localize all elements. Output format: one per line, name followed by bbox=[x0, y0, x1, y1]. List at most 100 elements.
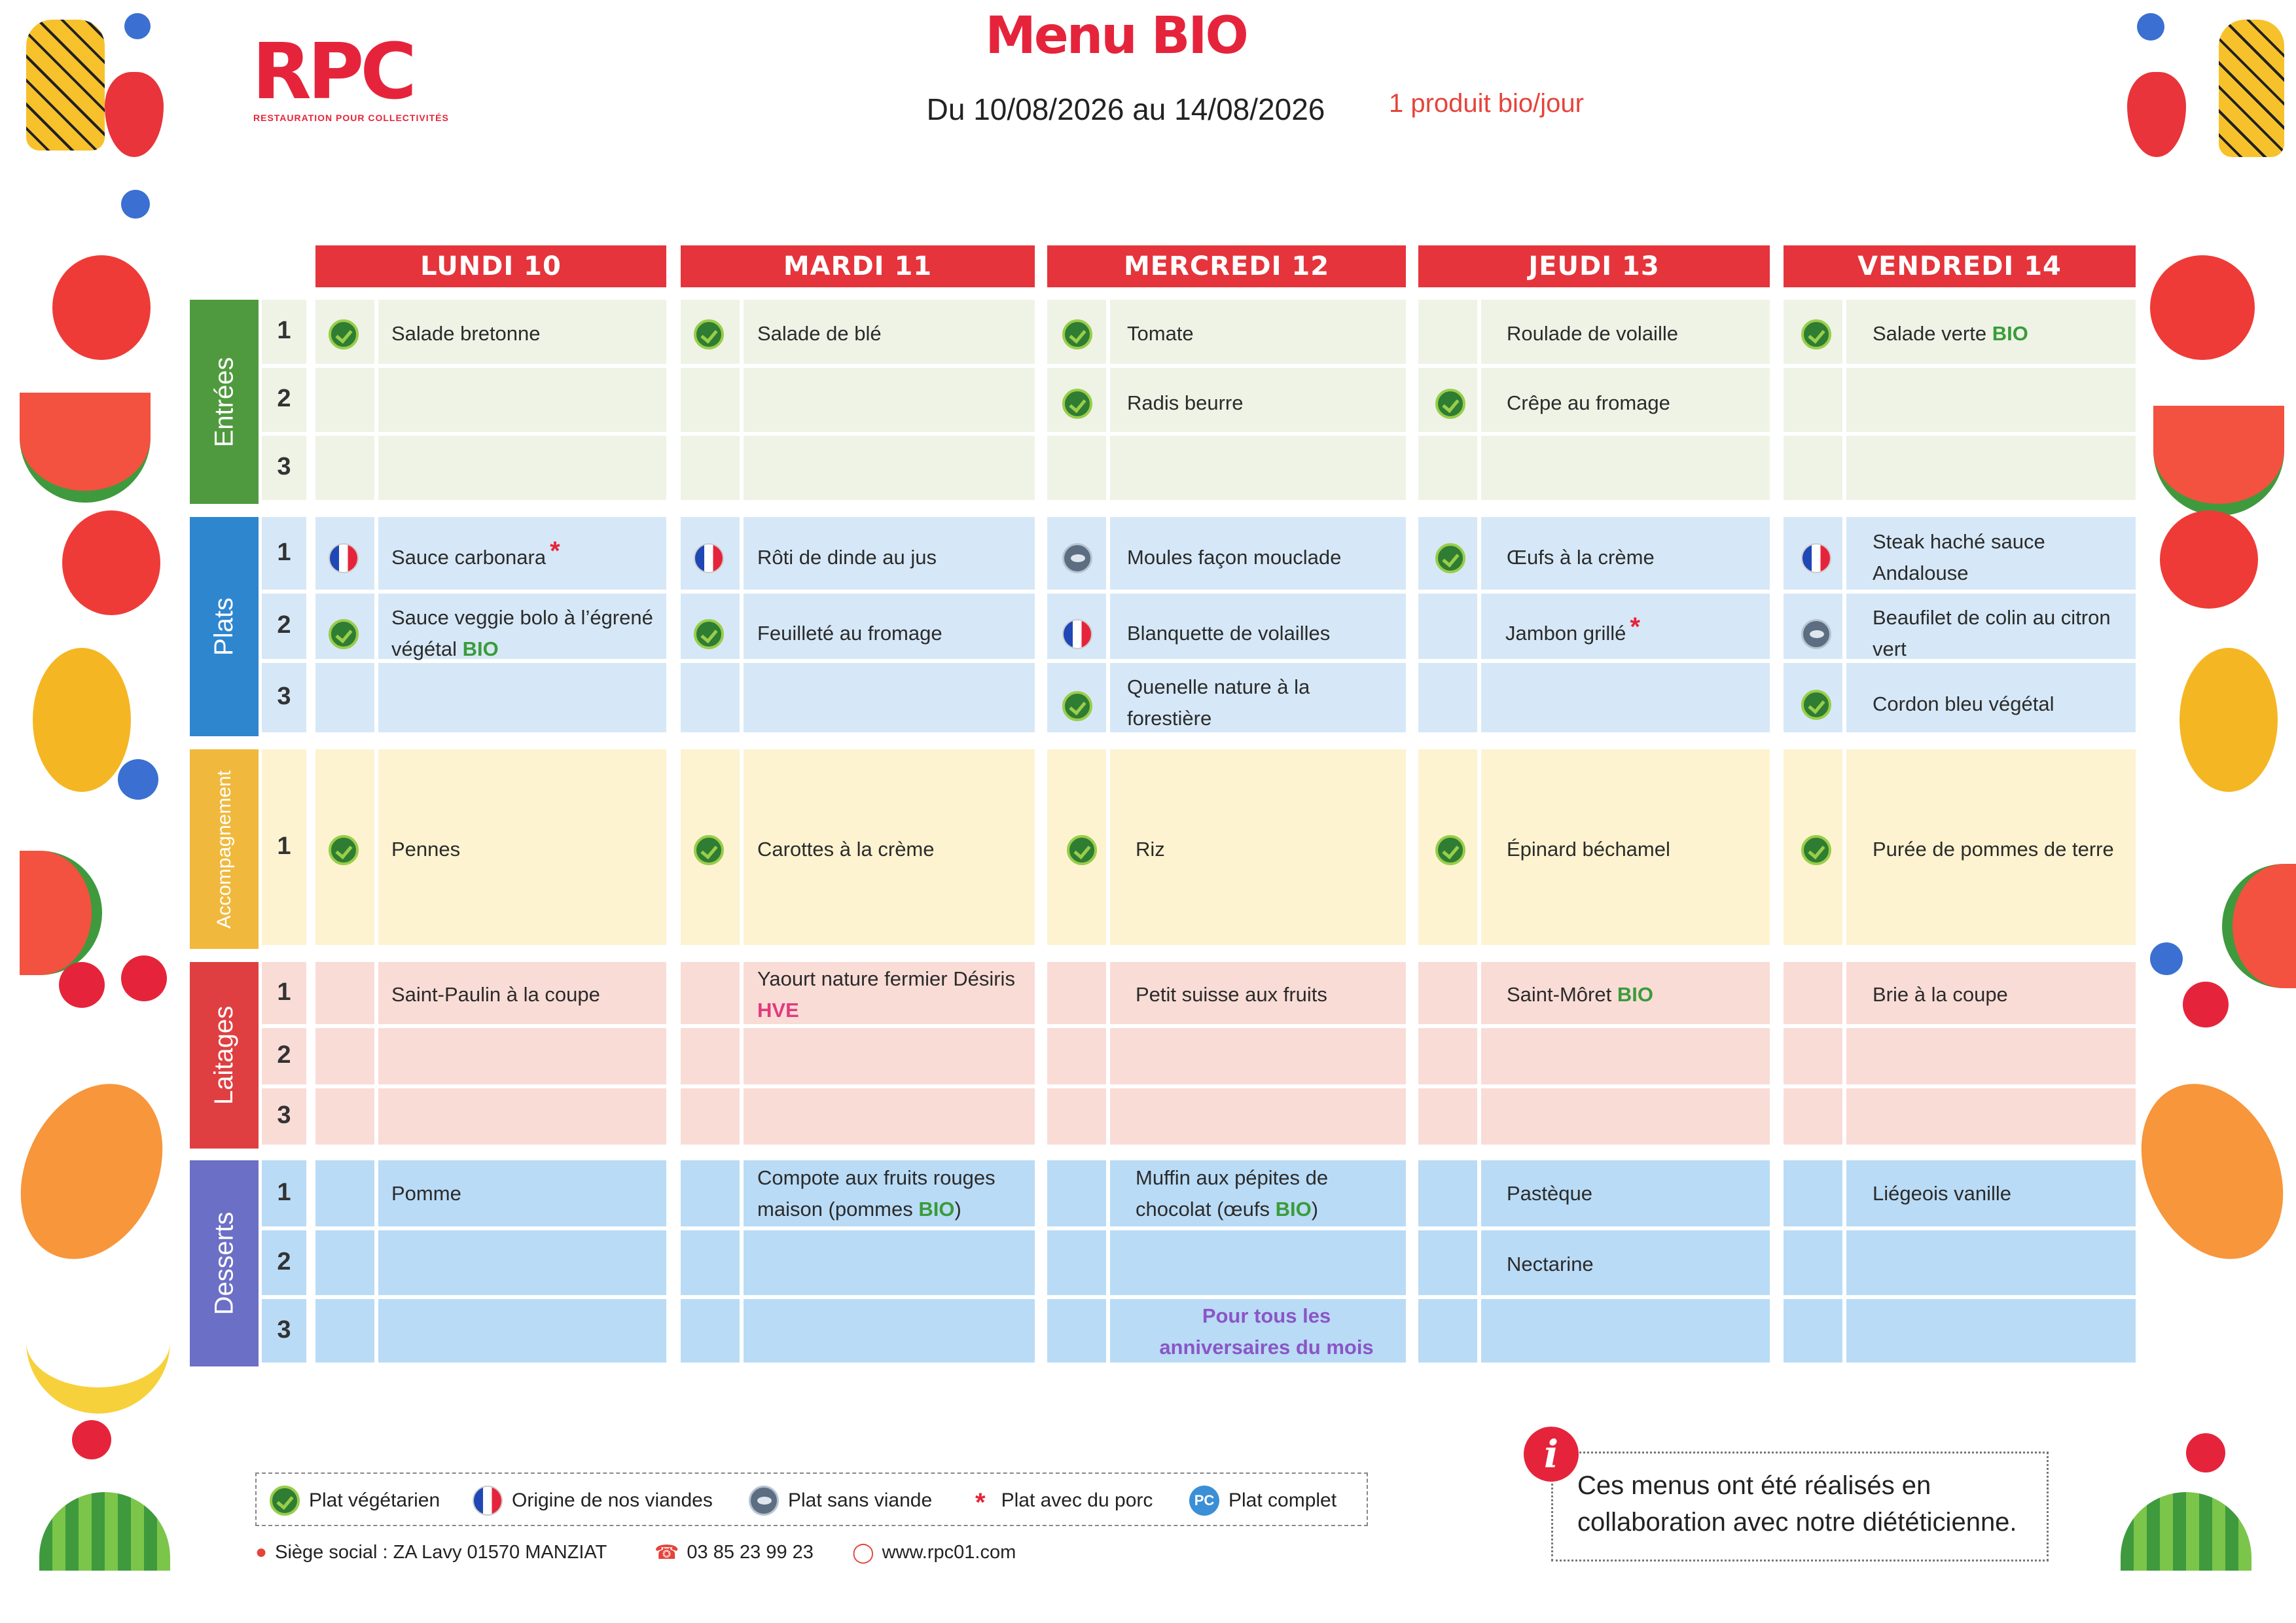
row-number: 3 bbox=[277, 1101, 291, 1129]
icon-cell bbox=[1418, 1028, 1477, 1084]
dish-lundi-plat-2: Sauce veggie bolo à l’égrené végétal BIO bbox=[391, 606, 653, 660]
dish-cell bbox=[1481, 1088, 1770, 1145]
row-number-cell bbox=[262, 300, 306, 364]
dish-vendredi-accompagnement-1: Purée de pommes de terre bbox=[1873, 838, 2114, 861]
watermelon-slice-icon bbox=[20, 851, 102, 975]
dish-cell bbox=[744, 1088, 1035, 1145]
dish-mardi-entree-1: Salade de blé bbox=[757, 322, 882, 345]
lemon-icon bbox=[2179, 648, 2278, 792]
apple-icon bbox=[2160, 510, 2258, 609]
dish-cell bbox=[1481, 663, 1770, 732]
row-number: 2 bbox=[277, 1247, 291, 1275]
papaya-icon bbox=[0, 1060, 190, 1283]
no-meat-fish-icon bbox=[1062, 543, 1092, 573]
dish-cell bbox=[1846, 1230, 2136, 1295]
no-meat-fish-icon bbox=[1801, 619, 1831, 649]
row-number-cell bbox=[262, 517, 306, 590]
icon-cell bbox=[1418, 436, 1477, 500]
icon-cell bbox=[315, 1028, 374, 1084]
footer-website[interactable]: ◯ www.rpc01.com bbox=[852, 1542, 1016, 1563]
icon-cell bbox=[315, 663, 374, 732]
icon-cell bbox=[1047, 1028, 1106, 1084]
dish-mercredi-dessert-1: Muffin aux pépites de chocolat (œufs BIO… bbox=[1136, 1166, 1329, 1221]
dietitian-note-box bbox=[1551, 1452, 2049, 1561]
vegetarian-icon bbox=[1062, 389, 1092, 419]
papaya-icon bbox=[2114, 1060, 2296, 1283]
dish-cell bbox=[378, 749, 666, 945]
dish-cell bbox=[744, 517, 1035, 590]
row-number: 2 bbox=[277, 385, 291, 412]
dish-jeudi-entree-2: Crêpe au fromage bbox=[1507, 391, 1670, 414]
dish-mercredi-entree-2: Radis beurre bbox=[1127, 391, 1244, 414]
dish-cell bbox=[1846, 436, 2136, 500]
vegetarian-icon bbox=[694, 319, 724, 349]
icon-cell bbox=[1418, 594, 1477, 659]
blueberry-icon bbox=[124, 13, 151, 39]
blueberry-icon bbox=[2150, 942, 2183, 975]
dish-cell bbox=[1846, 1028, 2136, 1084]
dish-cell bbox=[1481, 368, 1770, 432]
icon-cell bbox=[681, 368, 740, 432]
dish-vendredi-plat-2: Beaufilet de colin au citron vert bbox=[1873, 606, 2111, 660]
dish-vendredi-entree-1: Salade verte BIO bbox=[1873, 322, 2028, 345]
icon-cell bbox=[1418, 1299, 1477, 1363]
vegetarian-icon bbox=[1435, 543, 1465, 573]
dish-jeudi-laitage-1: Saint-Môret BIO bbox=[1507, 983, 1653, 1006]
dish-mercredi-plat-1: Moules façon mouclade bbox=[1127, 546, 1342, 569]
dish-cell bbox=[744, 1230, 1035, 1295]
cherry-icon bbox=[2186, 1433, 2225, 1472]
icon-cell bbox=[315, 1160, 374, 1226]
dish-mercredi-plat-3: Quenelle nature à la forestière bbox=[1127, 675, 1310, 730]
dish-cell bbox=[1110, 1028, 1406, 1084]
row-number-cell bbox=[262, 436, 306, 500]
page-title: Menu BIO bbox=[985, 7, 1249, 65]
strawberry-icon bbox=[2127, 72, 2186, 157]
row-number: 3 bbox=[277, 453, 291, 480]
icon-cell bbox=[1418, 300, 1477, 364]
icon-cell bbox=[1418, 663, 1477, 732]
dish-lundi-plat-1: Sauce carbonara * bbox=[391, 537, 560, 569]
french-flag-icon bbox=[694, 543, 724, 573]
icon-cell bbox=[681, 1088, 740, 1145]
dish-cell bbox=[1846, 962, 2136, 1024]
vegetarian-icon bbox=[694, 835, 724, 865]
date-range: Du 10/08/2026 au 14/08/2026 bbox=[926, 92, 1325, 126]
dish-cell bbox=[744, 1299, 1035, 1363]
dish-vendredi-plat-1: Steak haché sauce Andalouse bbox=[1873, 530, 2045, 584]
pineapple-icon bbox=[26, 20, 105, 151]
legend-box: Plat végétarien Origine de nos viandes P… bbox=[255, 1472, 1368, 1526]
location-pin-icon: ● bbox=[255, 1541, 268, 1563]
vegetarian-icon bbox=[694, 619, 724, 649]
french-flag-icon bbox=[329, 543, 359, 573]
apple-icon bbox=[52, 255, 151, 360]
dish-vendredi-laitage-1: Brie à la coupe bbox=[1873, 983, 2008, 1006]
row-number: 1 bbox=[277, 978, 291, 1006]
dish-cell bbox=[1846, 300, 2136, 364]
row-number-cell bbox=[262, 1299, 306, 1363]
dish-cell bbox=[1110, 1230, 1406, 1295]
icon-cell bbox=[681, 1160, 740, 1226]
legend-vegetarian: Plat végétarien bbox=[270, 1486, 440, 1516]
icon-cell bbox=[1418, 962, 1477, 1024]
dish-cell bbox=[1481, 300, 1770, 364]
dish-cell bbox=[744, 749, 1035, 945]
dish-cell bbox=[1846, 1160, 2136, 1226]
dish-cell bbox=[1110, 517, 1406, 590]
row-number: 1 bbox=[277, 832, 291, 860]
legend-complete: PC Plat complet bbox=[1189, 1486, 1336, 1516]
legend-no-meat: Plat sans viande bbox=[749, 1486, 932, 1516]
icon-cell bbox=[681, 962, 740, 1024]
row-number-cell bbox=[262, 663, 306, 732]
vegetarian-icon bbox=[1801, 835, 1831, 865]
dish-cell bbox=[744, 594, 1035, 659]
birthday-dessert-note: Pour tous les anniversaires du mois bbox=[1159, 1304, 1374, 1359]
cherry-icon bbox=[72, 1420, 111, 1459]
row-number-cell bbox=[262, 1160, 306, 1226]
blueberry-icon bbox=[118, 759, 158, 800]
dish-mardi-plat-2: Feuilleté au fromage bbox=[757, 622, 942, 645]
cherry-icon bbox=[2183, 982, 2229, 1027]
dish-cell bbox=[1481, 1028, 1770, 1084]
dietitian-note: Ces menus ont été réalisés en collaborat… bbox=[1577, 1471, 2017, 1537]
dish-cell bbox=[1110, 1088, 1406, 1145]
dish-mercredi-plat-2: Blanquette de volailles bbox=[1127, 622, 1331, 645]
